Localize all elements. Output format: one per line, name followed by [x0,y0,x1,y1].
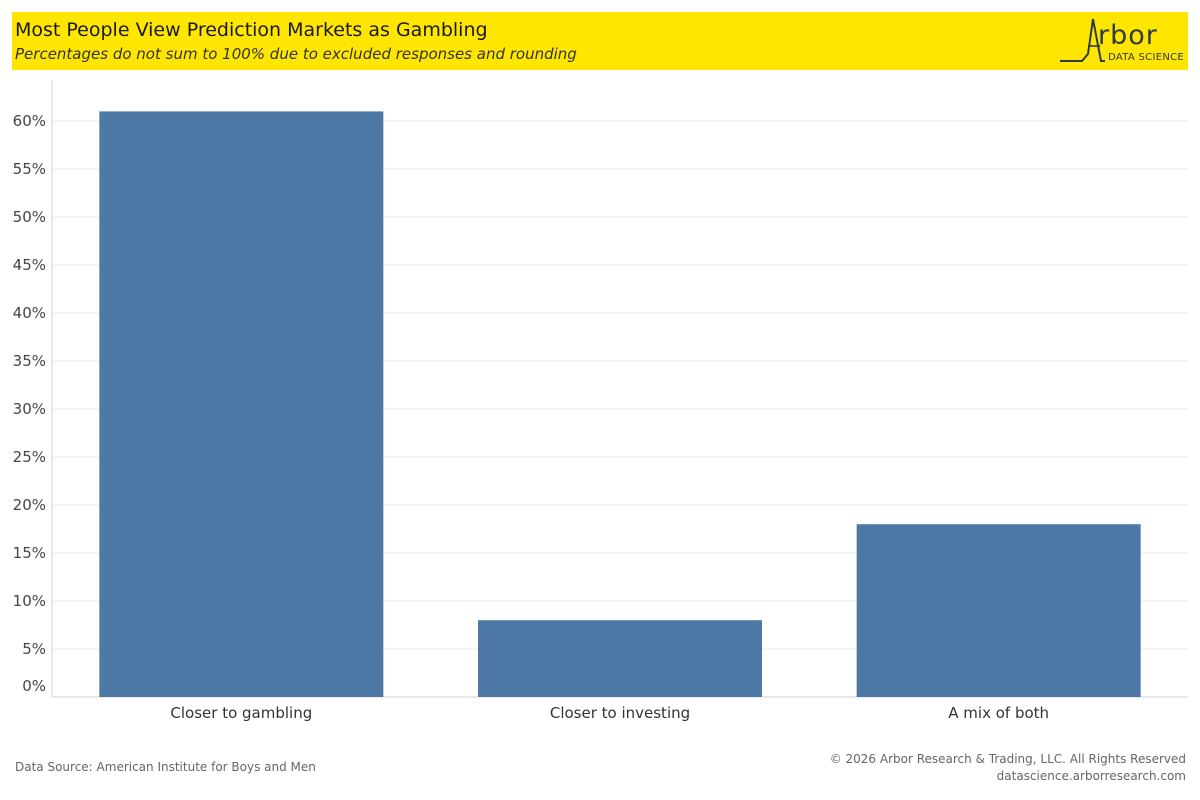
x-category-label: A mix of both [948,704,1049,722]
logo-wordmark: rbor [1098,20,1158,51]
y-tick-label: 0% [22,677,46,695]
y-tick-label: 60% [13,112,46,130]
y-tick-label: 10% [13,592,46,610]
y-tick-label: 15% [13,544,46,562]
y-tick-label: 50% [13,208,46,226]
y-tick-label: 5% [22,640,46,658]
y-tick-label: 30% [13,400,46,418]
y-tick-label: 40% [13,304,46,322]
y-tick-label: 20% [13,496,46,514]
copyright-block: © 2026 Arbor Research & Trading, LLC. Al… [830,751,1186,785]
logo-subtext: DATA SCIENCE [1108,52,1184,63]
arbor-logo: rbor DATA SCIENCE [1060,14,1184,68]
copyright-text: © 2026 Arbor Research & Trading, LLC. Al… [829,752,1186,766]
x-category-label: Closer to investing [550,704,690,722]
logo-peak-icon [1060,18,1105,62]
y-tick-label: 45% [13,256,46,274]
chart-subtitle: Percentages do not sum to 100% due to ex… [15,45,577,63]
bar-a-mix-of-both[interactable] [856,524,1141,697]
website-link[interactable]: datascience.arborresearch.com [996,769,1186,783]
y-tick-label: 25% [13,448,46,466]
bar-closer-to-investing[interactable] [478,620,762,697]
y-tick-label: 35% [13,352,46,370]
chart-title: Most People View Prediction Markets as G… [15,19,488,41]
bar-closer-to-gambling[interactable] [99,111,384,697]
y-tick-label: 55% [13,160,46,178]
x-category-label: Closer to gambling [170,704,312,722]
title-banner: Most People View Prediction Markets as G… [12,12,1188,70]
data-source: Data Source: American Institute for Boys… [15,760,316,774]
